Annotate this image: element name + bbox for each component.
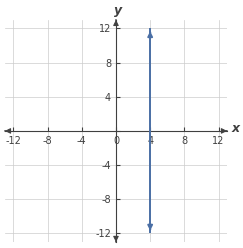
Text: y: y <box>114 4 123 17</box>
Text: x: x <box>231 122 240 135</box>
